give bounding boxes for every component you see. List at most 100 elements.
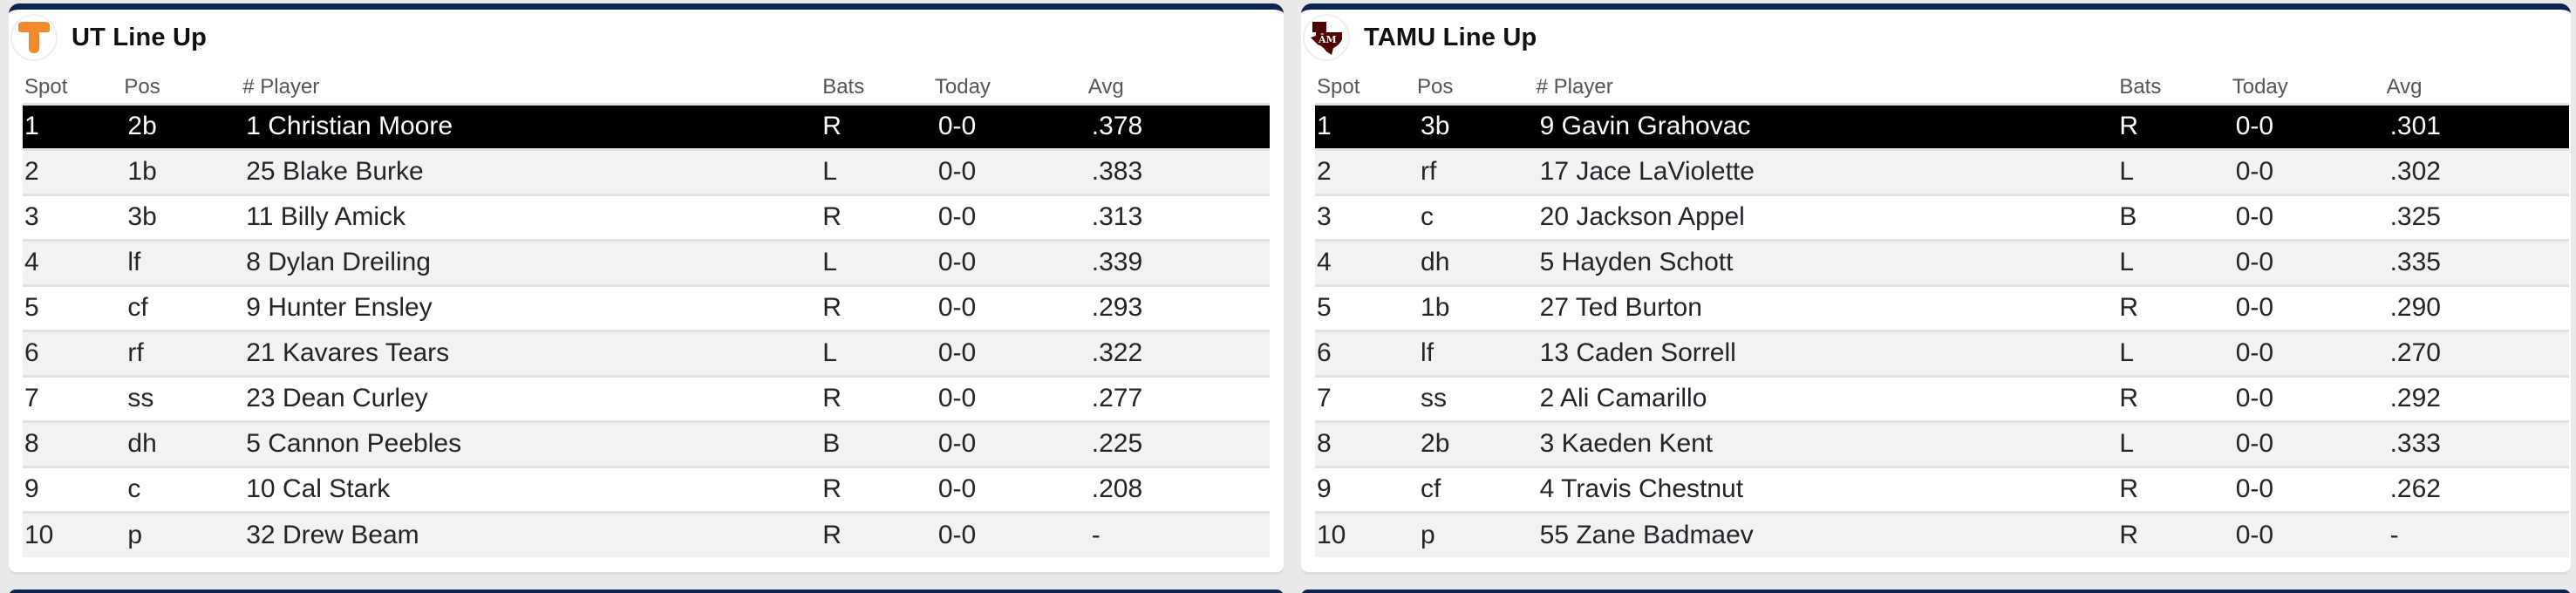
cell-player[interactable]: 32 Drew Beam [241, 510, 821, 557]
cell-today: 0-0 [932, 193, 1087, 240]
lineup-row[interactable]: 4 dh 5 Hayden Schott L 0-0.335 [1315, 238, 2569, 285]
cell-spot: 5 [23, 283, 123, 331]
cell-avg: .262 [2384, 465, 2569, 512]
cell-player[interactable]: 27 Ted Burton [1534, 283, 2118, 331]
cell-avg: .339 [1086, 238, 1270, 285]
cell-player[interactable]: 20 Jackson Appel [1534, 193, 2118, 240]
cell-bats: B [821, 419, 933, 467]
cell-player[interactable]: 5 Cannon Peebles [241, 419, 821, 467]
cell-player[interactable]: 4 Travis Chestnut [1534, 465, 2118, 512]
cell-bats: B [2117, 193, 2231, 240]
lineup-row[interactable]: 6 lf 13 Caden Sorrell L 0-0.270 [1315, 329, 2569, 376]
column-header-today[interactable]: Today [932, 71, 1087, 106]
cell-avg: .378 [1086, 104, 1270, 149]
ut-lineup-card: UT Line Up Spot Pos # Player Bats Today … [9, 3, 1284, 572]
lineup-row[interactable]: 3 c 20 Jackson Appel B 0-0.325 [1315, 193, 2569, 240]
lineup-row[interactable]: 3 3b 11 Billy Amick R 0-0.313 [23, 193, 1270, 240]
cell-pos: p [122, 510, 242, 557]
cell-pos: rf [122, 329, 242, 376]
cell-today: 0-0 [932, 419, 1087, 467]
column-header-spot[interactable]: Spot [1315, 71, 1416, 106]
cell-today: 0-0 [2230, 419, 2385, 467]
cell-pos: dh [1415, 238, 1535, 285]
column-header-bats[interactable]: Bats [821, 71, 933, 106]
lineup-row[interactable]: 4 lf 8 Dylan Dreiling L 0-0.339 [23, 238, 1270, 285]
lineup-row[interactable]: 10 p 32 Drew Beam R 0-0- [23, 510, 1270, 557]
cell-today: 0-0 [2230, 510, 2385, 557]
lineup-row[interactable]: 9 c 10 Cal Stark R 0-0.208 [23, 465, 1270, 512]
cell-pos: lf [122, 238, 242, 285]
column-header-bats[interactable]: Bats [2117, 71, 2231, 106]
next-card-top-right [1301, 590, 2571, 593]
cell-avg: - [1086, 510, 1270, 557]
lineup-row[interactable]: 1 3b 9 Gavin Grahovac R 0-0.301 [1315, 104, 2569, 149]
lineup-row[interactable]: 9 cf 4 Travis Chestnut R 0-0.262 [1315, 465, 2569, 512]
cell-player[interactable]: 25 Blake Burke [241, 147, 821, 194]
lineup-row[interactable]: 7 ss 2 Ali Camarillo R 0-0.292 [1315, 374, 2569, 421]
cell-today: 0-0 [2230, 104, 2385, 149]
cell-spot: 2 [23, 147, 123, 194]
cell-bats: R [821, 104, 933, 149]
cell-bats: R [2117, 283, 2231, 331]
cell-spot: 8 [1315, 419, 1416, 467]
column-header-pos[interactable]: Pos [1415, 71, 1535, 106]
cell-bats: L [821, 329, 933, 376]
lineup-row[interactable]: 2 rf 17 Jace LaViolette L 0-0.302 [1315, 147, 2569, 194]
lineup-row[interactable]: 5 cf 9 Hunter Ensley R 0-0.293 [23, 283, 1270, 331]
column-header-player[interactable]: # Player [241, 71, 821, 106]
cell-player[interactable]: 21 Kavares Tears [241, 329, 821, 376]
column-header-spot[interactable]: Spot [23, 71, 123, 106]
svg-text:ĀM: ĀM [1318, 34, 1337, 45]
cell-bats: R [821, 283, 933, 331]
cell-avg: .293 [1086, 283, 1270, 331]
cell-player[interactable]: 1 Christian Moore [241, 104, 821, 149]
lineup-row[interactable]: 1 2b 1 Christian Moore R 0-0.378 [23, 104, 1270, 149]
lineup-row[interactable]: 7 ss 23 Dean Curley R 0-0.277 [23, 374, 1270, 421]
cell-today: 0-0 [2230, 283, 2385, 331]
cell-pos: 1b [122, 147, 242, 194]
cell-player[interactable]: 17 Jace LaViolette [1534, 147, 2118, 194]
tamu-lineup-card: ĀM TAMU Line Up Spot Pos # Player Bats T… [1301, 3, 2571, 572]
texas-am-atm-logo-icon: ĀM [1303, 14, 1350, 61]
cell-pos: ss [122, 374, 242, 421]
cell-today: 0-0 [932, 510, 1087, 557]
column-header-avg[interactable]: Avg [1086, 71, 1270, 106]
cell-pos: lf [1415, 329, 1535, 376]
cell-avg: .290 [2384, 283, 2569, 331]
lineup-row[interactable]: 5 1b 27 Ted Burton R 0-0.290 [1315, 283, 2569, 331]
cell-avg: .302 [2384, 147, 2569, 194]
ut-card-header: UT Line Up [10, 11, 1284, 64]
cell-today: 0-0 [932, 238, 1087, 285]
cell-bats: R [2117, 465, 2231, 512]
cell-player[interactable]: 5 Hayden Schott [1534, 238, 2118, 285]
lineup-row[interactable]: 10 p 55 Zane Badmaev R 0-0- [1315, 510, 2569, 557]
cell-player[interactable]: 55 Zane Badmaev [1534, 510, 2118, 557]
lineup-row[interactable]: 8 dh 5 Cannon Peebles B 0-0.225 [23, 419, 1270, 467]
cell-player[interactable]: 10 Cal Stark [241, 465, 821, 512]
cell-player[interactable]: 9 Gavin Grahovac [1534, 104, 2118, 149]
column-header-avg[interactable]: Avg [2384, 71, 2569, 106]
lineup-row[interactable]: 8 2b 3 Kaeden Kent L 0-0.333 [1315, 419, 2569, 467]
cell-player[interactable]: 23 Dean Curley [241, 374, 821, 421]
cell-player[interactable]: 11 Billy Amick [241, 193, 821, 240]
lineup-row[interactable]: 2 1b 25 Blake Burke L 0-0.383 [23, 147, 1270, 194]
cell-bats: R [821, 193, 933, 240]
column-header-today[interactable]: Today [2230, 71, 2385, 106]
lineup-row[interactable]: 6 rf 21 Kavares Tears L 0-0.322 [23, 329, 1270, 376]
cell-player[interactable]: 8 Dylan Dreiling [241, 238, 821, 285]
cell-today: 0-0 [2230, 238, 2385, 285]
column-header-player[interactable]: # Player [1534, 71, 2118, 106]
cell-player[interactable]: 3 Kaeden Kent [1534, 419, 2118, 467]
cell-spot: 3 [23, 193, 123, 240]
column-header-pos[interactable]: Pos [122, 71, 242, 106]
tamu-card-header: ĀM TAMU Line Up [1303, 11, 2571, 64]
cell-player[interactable]: 2 Ali Camarillo [1534, 374, 2118, 421]
cell-spot: 4 [1315, 238, 1416, 285]
cell-today: 0-0 [932, 104, 1087, 149]
cell-player[interactable]: 13 Caden Sorrell [1534, 329, 2118, 376]
cell-pos: ss [1415, 374, 1535, 421]
cell-bats: R [2117, 510, 2231, 557]
cell-pos: 3b [122, 193, 242, 240]
cell-bats: R [821, 465, 933, 512]
cell-player[interactable]: 9 Hunter Ensley [241, 283, 821, 331]
